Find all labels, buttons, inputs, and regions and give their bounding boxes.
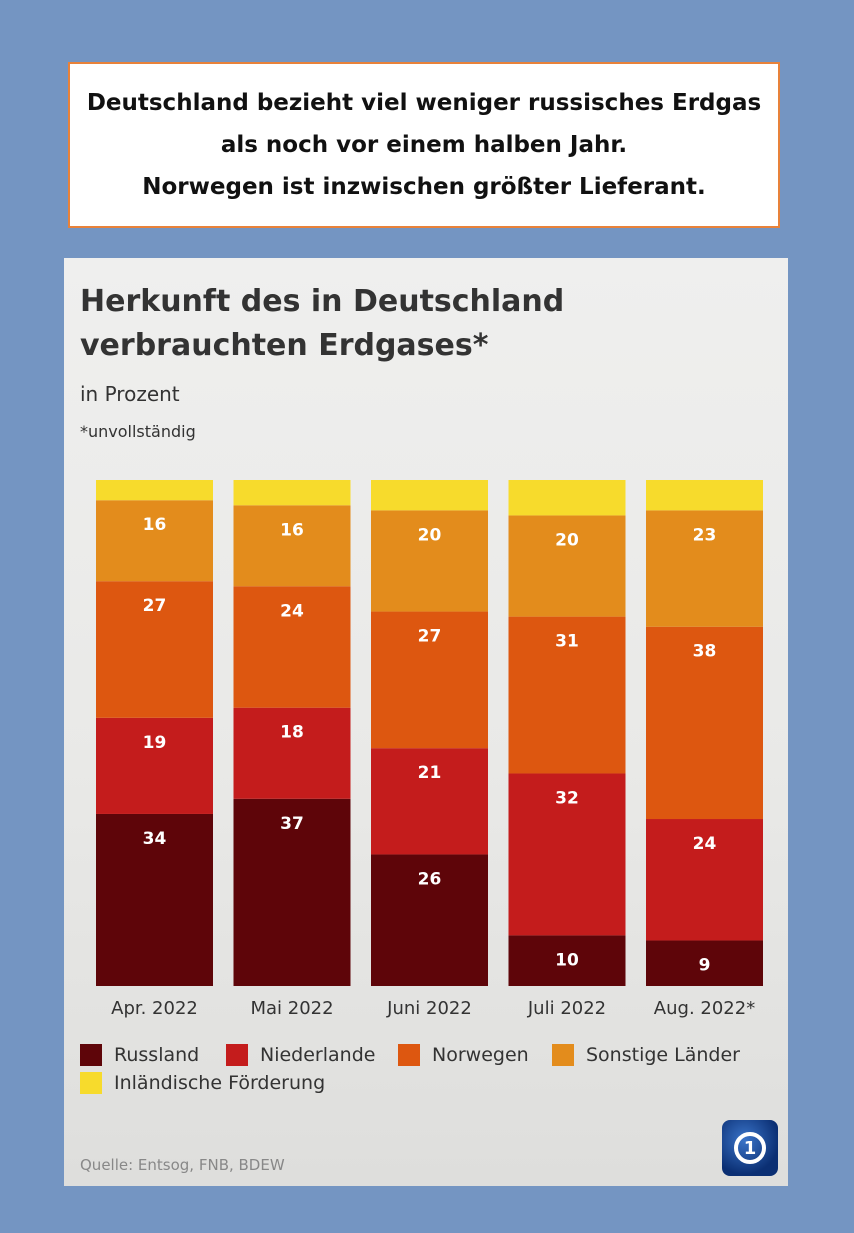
bar-segment-niederlande-4 (646, 819, 763, 941)
bar-value-label: 24 (280, 601, 304, 621)
bar-value-label: 19 (143, 733, 167, 753)
x-tick-label: Mai 2022 (250, 998, 333, 1019)
x-tick-label: Aug. 2022* (654, 998, 755, 1019)
legend-item: Niederlande (226, 1044, 375, 1066)
bar-segment-inländische-förderung-1 (233, 480, 351, 506)
bar-value-label: 26 (418, 869, 442, 889)
bar-segment-niederlande-2 (371, 748, 488, 855)
headline-line-3: Norwegen ist inzwischen größter Lieferan… (142, 174, 706, 200)
bar-segment-norwegen-0 (96, 581, 213, 718)
bar-segment-sonstige-länder-4 (646, 510, 763, 627)
legend-label: Niederlande (260, 1044, 376, 1066)
bar-segment-inländische-förderung-4 (646, 480, 763, 511)
legend-item: Norwegen (398, 1044, 529, 1066)
chart-title: Herkunft des in Deutschland verbrauchten… (80, 284, 565, 363)
bar-segment-inländische-förderung-2 (371, 480, 488, 511)
bar-segment-niederlande-0 (96, 717, 213, 814)
bar-segment-sonstige-länder-3 (508, 515, 626, 617)
stacked-bar-chart: 34 19 27 16 Apr. 2022 37 18 24 16 Mai 2022 26 21 27 2… (96, 480, 763, 1019)
bar-segment-russland-1 (233, 798, 351, 986)
legend-swatch (80, 1044, 102, 1066)
bar-segment-niederlande-3 (508, 773, 626, 936)
x-tick-label: Apr. 2022 (111, 998, 198, 1019)
bar-segment-sonstige-länder-1 (233, 505, 351, 587)
legend-item: Russland (80, 1044, 199, 1066)
bar-segment-norwegen-2 (371, 611, 488, 749)
bar-value-label: 16 (143, 515, 167, 535)
bar-value-label: 10 (555, 950, 579, 970)
bar-segment-sonstige-länder-0 (96, 500, 213, 582)
bar-segment-norwegen-4 (646, 626, 763, 820)
legend-item: Sonstige Länder (552, 1044, 740, 1066)
bar-value-label: 16 (280, 520, 304, 540)
legend-label: Inländische Förderung (114, 1072, 326, 1094)
bar-segment-inländische-förderung-3 (508, 480, 626, 516)
headline-line-1: Deutschland bezieht viel weniger russisc… (86, 90, 762, 116)
bar-value-label: 20 (555, 530, 579, 550)
legend-swatch (80, 1072, 102, 1094)
bar-segment-niederlande-1 (233, 707, 351, 799)
bar-value-label: 32 (555, 788, 579, 808)
logo-ring-icon: 1 (734, 1132, 766, 1164)
x-tick-label: Juni 2022 (386, 998, 472, 1019)
bar-value-label: 9 (699, 955, 711, 975)
legend-swatch (552, 1044, 574, 1066)
legend-label: Norwegen (432, 1044, 529, 1066)
bar-value-label: 24 (693, 834, 717, 854)
bar-segment-sonstige-länder-2 (371, 510, 488, 612)
bar-value-label: 34 (143, 829, 167, 849)
x-tick-label: Juli 2022 (527, 998, 606, 1019)
bar-segment-norwegen-1 (233, 586, 351, 708)
bar-value-label: 27 (143, 596, 167, 616)
bar-segment-inländische-förderung-0 (96, 480, 213, 501)
bar-value-label: 23 (693, 525, 717, 545)
chart-footnote: *unvollständig (80, 422, 196, 441)
bar-value-label: 31 (555, 632, 579, 652)
broadcaster-logo: 1 (722, 1120, 778, 1176)
chart-subtitle: in Prozent (80, 382, 180, 406)
bar-segment-russland-3 (508, 935, 626, 986)
headline-box: Deutschland bezieht viel weniger russisc… (68, 62, 780, 228)
bar-segment-russland-4 (646, 940, 763, 986)
bar-value-label: 37 (280, 814, 304, 834)
headline-line-2: als noch vor einem halben Jahr. (220, 132, 628, 158)
legend-swatch (398, 1044, 420, 1066)
bar-value-label: 20 (418, 525, 442, 545)
bar-segment-russland-2 (371, 854, 488, 986)
bar-segment-russland-0 (96, 813, 213, 986)
legend-label: Sonstige Länder (586, 1044, 740, 1066)
bar-value-label: 27 (418, 627, 442, 647)
logo-digit: 1 (743, 1137, 757, 1159)
legend-swatch (226, 1044, 248, 1066)
bar-segment-norwegen-3 (508, 616, 626, 774)
bar-value-label: 21 (418, 763, 442, 783)
bar-value-label: 38 (693, 642, 717, 662)
source-note: Quelle: Entsog, FNB, BDEW (80, 1156, 285, 1174)
chart-card: Herkunft des in Deutschland verbrauchten… (64, 258, 788, 1186)
legend-item: Inländische Förderung (80, 1072, 325, 1094)
bar-value-label: 18 (280, 723, 304, 743)
legend-label: Russland (114, 1044, 200, 1066)
